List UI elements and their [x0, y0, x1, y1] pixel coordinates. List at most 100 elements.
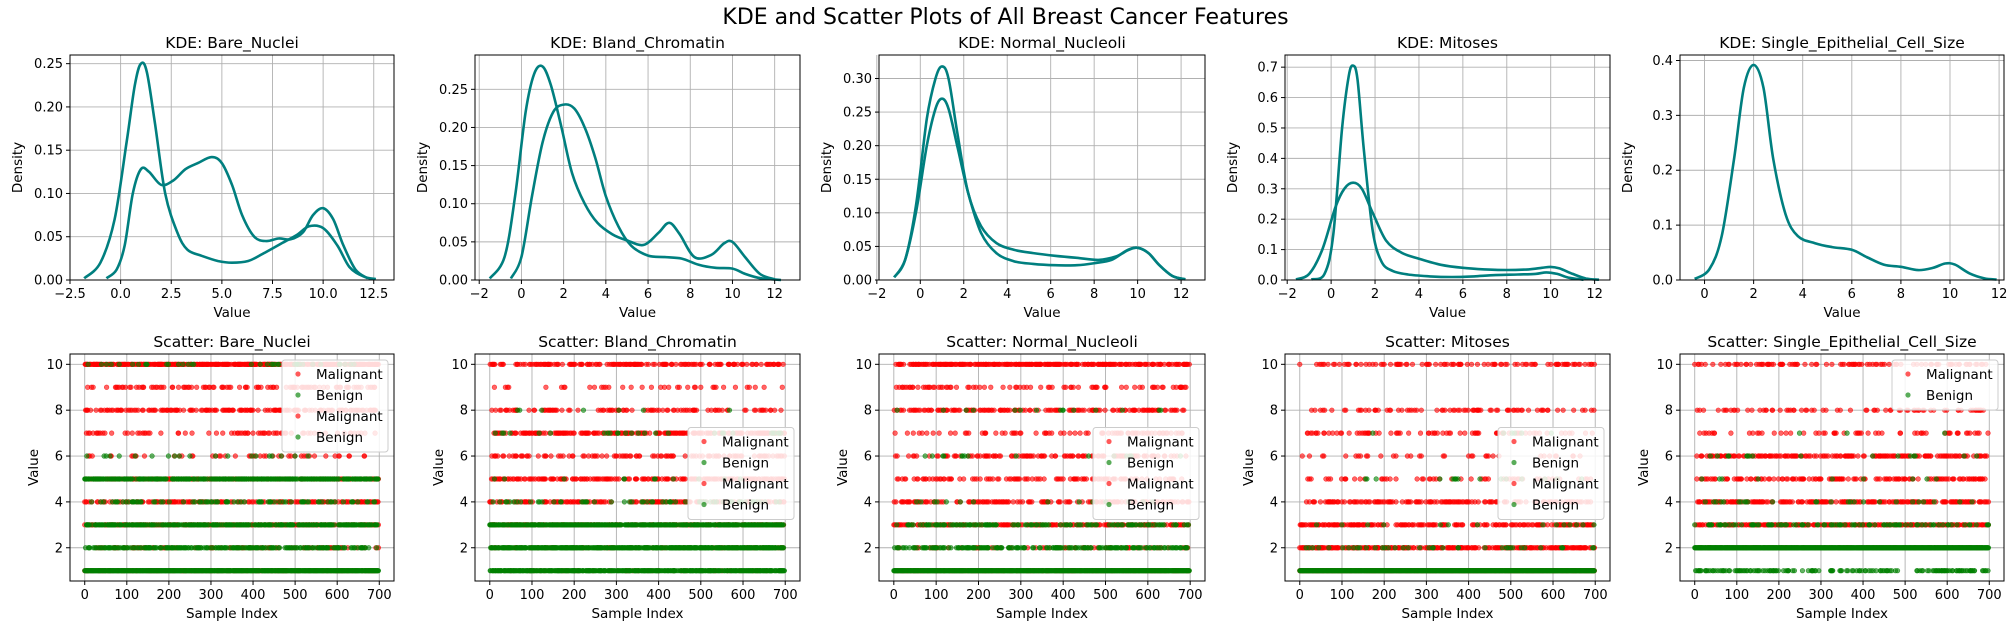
malignant-point	[573, 476, 579, 482]
y-tick-label: 0.05	[439, 235, 468, 250]
x-tick-label: 700	[367, 588, 392, 603]
kde-curve-2	[1295, 181, 1600, 281]
x-tick-label: 12	[1173, 287, 1190, 302]
malignant-point	[141, 453, 148, 459]
x-tick-label: 600	[325, 588, 350, 603]
benign-point	[305, 499, 312, 505]
malignant-point	[718, 361, 724, 367]
malignant-point	[211, 384, 217, 390]
malignant-point	[147, 430, 153, 436]
benign-point	[225, 499, 231, 505]
benign-point	[325, 545, 331, 551]
malignant-point	[634, 499, 640, 505]
malignant-point	[189, 384, 195, 390]
x-tick-label: 6	[1459, 287, 1467, 302]
malignant-point	[140, 407, 146, 413]
benign-point	[160, 499, 166, 505]
malignant-point	[522, 361, 528, 367]
malignant-point	[772, 407, 778, 413]
y-tick-label: 0.05	[843, 240, 872, 255]
kde-curve-1	[488, 64, 776, 281]
malignant-point	[604, 453, 610, 459]
benign-point	[375, 476, 381, 482]
x-tick-label: 5.0	[212, 287, 233, 302]
malignant-point	[542, 476, 549, 482]
benign-point	[276, 545, 283, 551]
benign-point	[283, 499, 289, 505]
malignant-point	[102, 430, 108, 436]
malignant-point	[685, 384, 691, 390]
x-tick-label: 12	[1991, 287, 2008, 302]
x-tick-label: 7.5	[262, 287, 283, 302]
x-tick-label: 8	[1503, 287, 1511, 302]
malignant-point	[587, 384, 593, 390]
malignant-point	[492, 361, 498, 367]
panel-title: KDE: Bland_Chromatin	[550, 34, 725, 53]
benign-point	[191, 361, 197, 367]
malignant-point	[543, 384, 549, 390]
malignant-point	[778, 407, 784, 413]
x-tick-label: 0.0	[110, 287, 131, 302]
y-tick-label: 0.10	[34, 187, 63, 202]
malignant-point	[753, 407, 759, 413]
malignant-point	[109, 430, 115, 436]
benign-point	[107, 453, 113, 459]
malignant-point	[652, 361, 658, 367]
x-tick-label: 12	[766, 287, 783, 302]
y-axis-label: Value	[26, 449, 42, 486]
malignant-point	[571, 430, 577, 436]
x-tick-label: 0	[916, 287, 924, 302]
x-axis-label: Value	[619, 305, 656, 321]
kde-curve-2	[893, 97, 1186, 281]
malignant-point	[213, 430, 220, 436]
x-tick-label: 500	[283, 588, 308, 603]
benign-point	[149, 453, 155, 459]
x-tick-label: 0	[517, 287, 525, 302]
panel-title: KDE: Mitoses	[1397, 34, 1498, 52]
benign-point	[163, 476, 169, 482]
malignant-point	[780, 361, 786, 367]
y-tick-label: 0.4	[1257, 152, 1278, 167]
malignant-point	[194, 384, 200, 390]
axes-frame	[1679, 54, 2005, 281]
malignant-point	[734, 361, 741, 367]
malignant-point	[513, 453, 519, 459]
benign-point	[116, 453, 122, 459]
benign-point	[225, 453, 231, 459]
malignant-point	[189, 430, 195, 436]
benign-point	[257, 361, 263, 367]
malignant-point	[665, 476, 671, 482]
malignant-point	[495, 453, 501, 459]
malignant-point	[606, 384, 612, 390]
malignant-point	[575, 407, 581, 413]
malignant-point	[637, 453, 643, 459]
malignant-point	[161, 384, 167, 390]
x-tick-label: 6	[1047, 287, 1055, 302]
malignant-point	[648, 384, 655, 390]
x-axis-label: Value	[1023, 305, 1060, 321]
malignant-point	[500, 361, 506, 367]
x-axis-label: Sample Index	[186, 606, 278, 622]
malignant-point	[661, 384, 668, 390]
y-tick-label: 0.25	[439, 83, 468, 98]
malignant-point	[559, 361, 565, 367]
malignant-point	[713, 384, 719, 390]
y-axis-label: Density	[819, 142, 835, 193]
y-tick-label: 0.20	[34, 100, 63, 115]
x-axis-label: Value	[1823, 305, 1860, 321]
panel-title: KDE: Bare_Nuclei	[165, 34, 299, 53]
benign-point	[132, 453, 138, 459]
malignant-point	[206, 430, 212, 436]
axes-frame	[474, 54, 801, 281]
malignant-point	[562, 384, 568, 390]
malignant-point	[336, 453, 342, 459]
malignant-point	[698, 384, 704, 390]
benign-point	[116, 361, 122, 367]
malignant-point	[599, 453, 605, 459]
malignant-point	[236, 384, 243, 390]
benign-point	[138, 499, 144, 505]
malignant-point	[692, 384, 698, 390]
malignant-point	[682, 476, 688, 482]
